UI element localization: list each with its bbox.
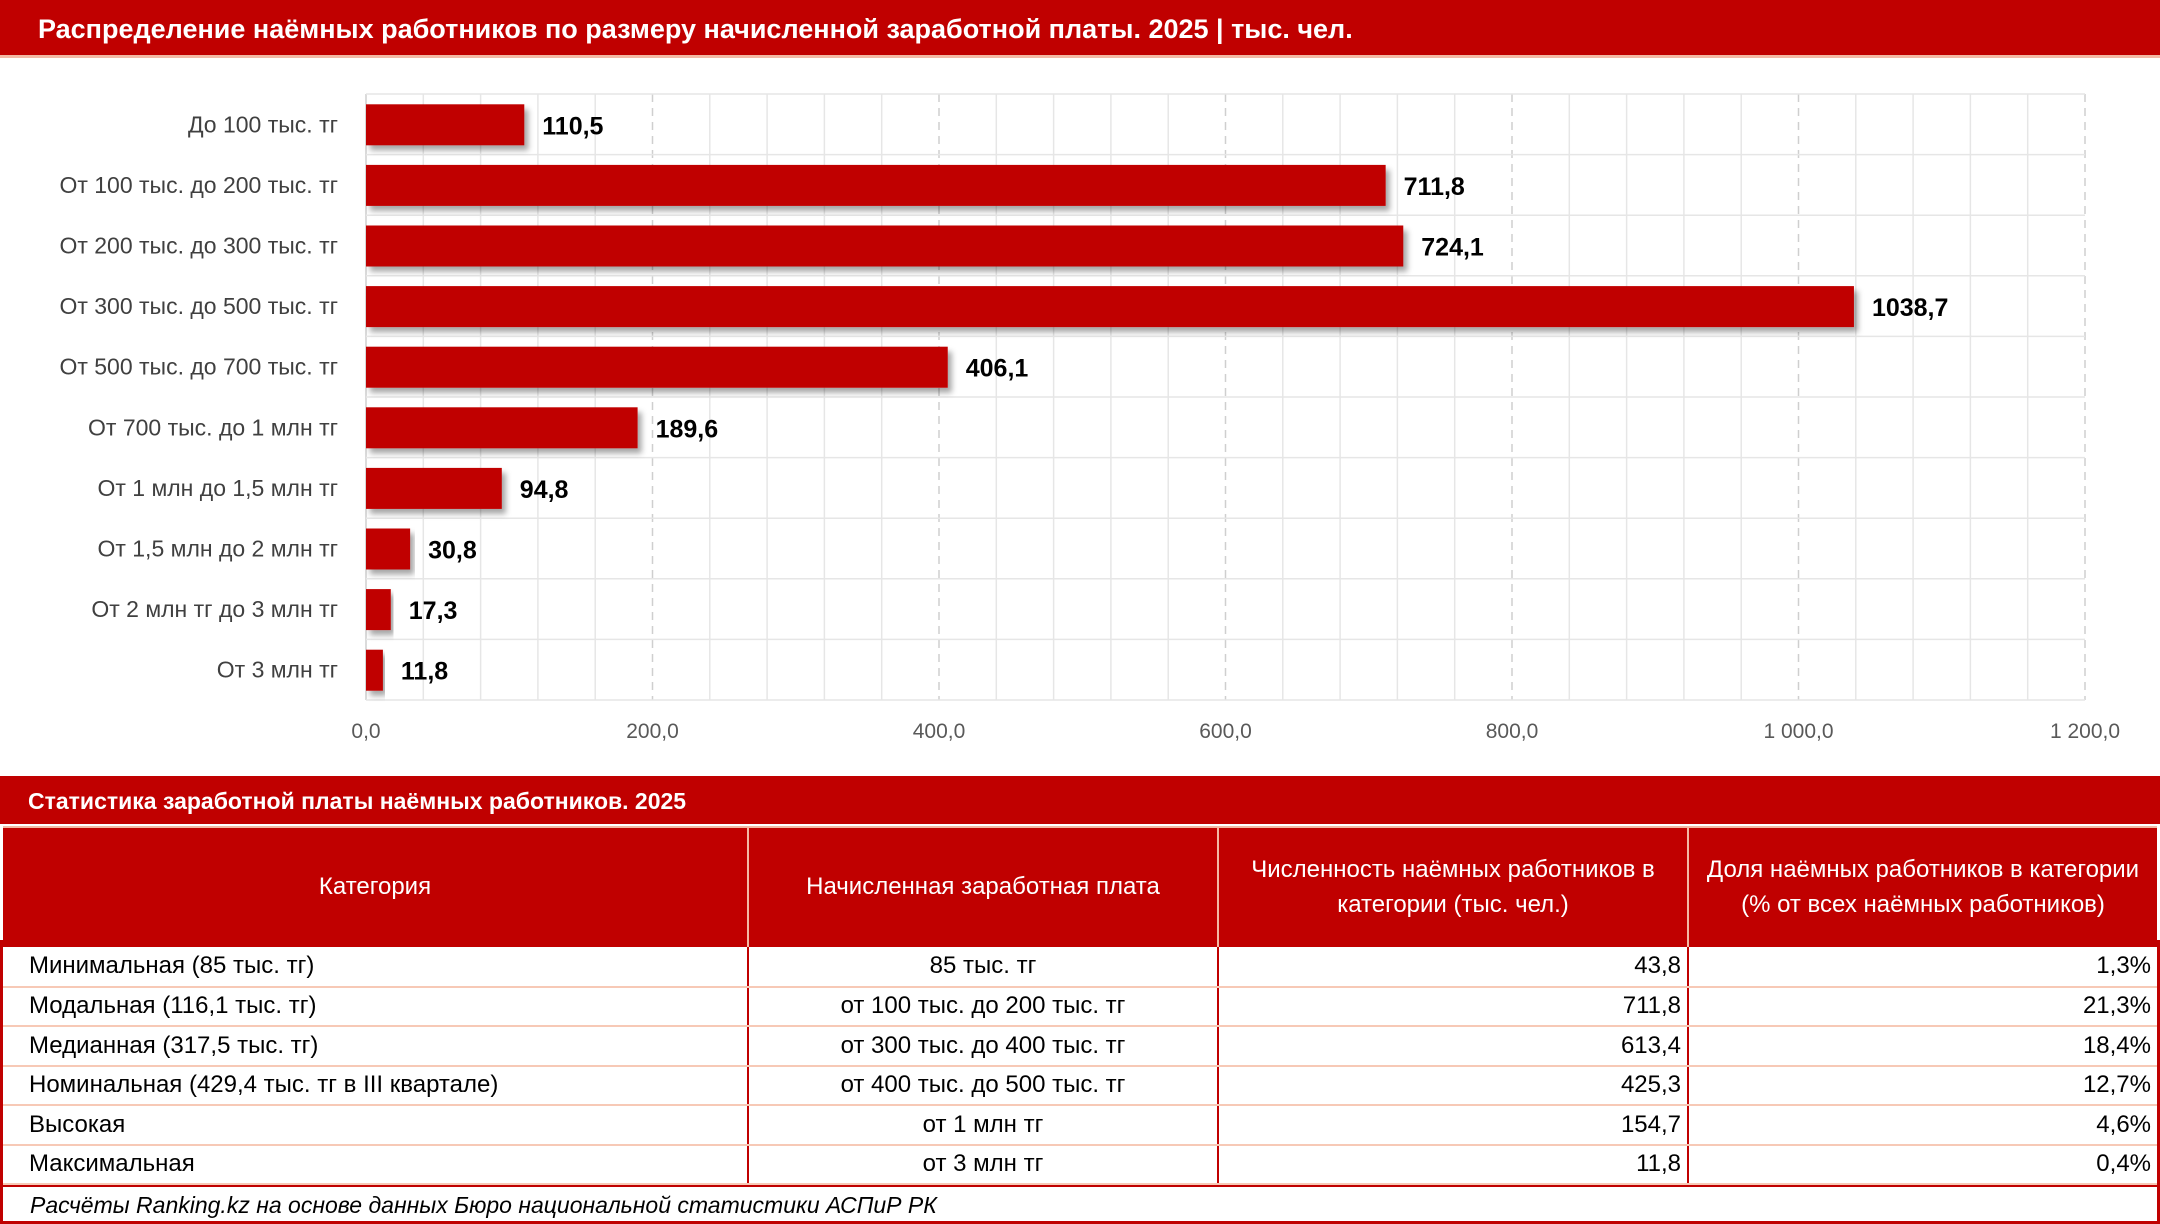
- y-category-label: От 1,5 млн до 2 млн тг: [97, 536, 338, 562]
- bar: [366, 164, 1386, 206]
- y-category-label: От 3 млн тг: [217, 657, 338, 683]
- table-cell: от 300 тыс. до 400 тыс. тг: [747, 1026, 1218, 1067]
- col-header: Начисленная заработная плата: [747, 826, 1218, 947]
- table-cell: 0,4%: [1687, 1144, 2157, 1185]
- table-cell: 85 тыс. тг: [747, 947, 1218, 988]
- table-cell: от 100 тыс. до 200 тыс. тг: [747, 986, 1218, 1027]
- table-cell: 43,8: [1217, 947, 1688, 988]
- table-cell: 12,7%: [1687, 1065, 2157, 1106]
- table-cell: Модальная (116,1 тыс. тг): [3, 986, 748, 1027]
- y-category-label: От 300 тыс. до 500 тыс. тг: [59, 293, 338, 319]
- table-border: [0, 940, 2160, 1224]
- table-row: Номинальная (429,4 тыс. тг в III квартал…: [3, 1065, 2157, 1106]
- chart-title: Распределение наёмных работников по разм…: [0, 0, 2160, 58]
- data-label: 17,3: [409, 597, 458, 625]
- y-category-label: От 200 тыс. до 300 тыс. тг: [59, 233, 338, 259]
- table-cell: Медианная (317,5 тыс. тг): [3, 1026, 748, 1067]
- bar: [366, 528, 411, 570]
- table-row: Высокая от 1 млн тг 154,7 4,6%: [3, 1105, 2157, 1146]
- table-cell: 1,3%: [1687, 947, 2157, 988]
- data-label: 30,8: [428, 537, 477, 565]
- table-cell: 711,8: [1217, 986, 1688, 1027]
- x-tick-label: 800,0: [1486, 720, 1539, 743]
- y-category-label: От 500 тыс. до 700 тыс. тг: [59, 354, 338, 380]
- y-category-label: От 1 млн до 1,5 млн тг: [97, 475, 338, 501]
- data-label: 406,1: [966, 355, 1029, 383]
- table-cell: 154,7: [1217, 1105, 1688, 1146]
- source-note: Расчёты Ranking.kz на основе данных Бюро…: [0, 1185, 2160, 1224]
- table-cell: Максимальная: [3, 1144, 748, 1185]
- data-label: 11,8: [401, 658, 448, 686]
- data-label: 1038,7: [1872, 294, 1948, 322]
- data-label: 189,6: [656, 415, 719, 443]
- table-row: Максимальная от 3 млн тг 11,8 0,4%: [3, 1144, 2157, 1185]
- x-tick-label: 400,0: [913, 720, 966, 743]
- x-tick-label: 1 000,0: [1763, 720, 1833, 743]
- bar: [366, 589, 391, 631]
- y-category-label: До 100 тыс. тг: [188, 111, 338, 137]
- table-cell: Высокая: [3, 1105, 748, 1146]
- table-cell: от 1 млн тг: [747, 1105, 1218, 1146]
- data-label: 711,8: [1404, 173, 1465, 201]
- table-row: Медианная (317,5 тыс. тг) от 300 тыс. до …: [3, 1026, 2157, 1067]
- table-cell: Номинальная (429,4 тыс. тг в III квартал…: [3, 1065, 748, 1106]
- table-cell: 425,3: [1217, 1065, 1688, 1106]
- x-tick-label: 600,0: [1199, 720, 1252, 743]
- table-cell: 4,6%: [1687, 1105, 2157, 1146]
- data-label: 110,5: [542, 112, 603, 140]
- bar: [366, 104, 525, 146]
- table-cell: от 400 тыс. до 500 тыс. тг: [747, 1065, 1218, 1106]
- table-row: Модальная (116,1 тыс. тг) от 100 тыс. до …: [3, 986, 2157, 1027]
- x-tick-label: 0,0: [351, 720, 380, 743]
- bar: [366, 225, 1404, 267]
- table-cell: 11,8: [1217, 1144, 1688, 1185]
- bar: [366, 467, 502, 509]
- table-cell: от 3 млн тг: [747, 1144, 1218, 1185]
- bar: [366, 649, 383, 691]
- table-cell: Минимальная (85 тыс. тг): [3, 947, 748, 988]
- x-tick-label: 1 200,0: [2050, 720, 2120, 743]
- bar: [366, 346, 948, 388]
- table-cell: 613,4: [1217, 1026, 1688, 1067]
- col-header: Категория: [3, 826, 748, 947]
- bar: [366, 286, 1854, 328]
- col-header: Численность наёмных работников в категор…: [1217, 826, 1688, 947]
- bar-chart: 0,0 200,0 400,0 600,0 800,0 1 000,0 1 200,0 До …: [59, 93, 2120, 743]
- y-category-label: От 100 тыс. до 200 тыс. тг: [59, 172, 338, 198]
- data-label: 94,8: [520, 476, 569, 504]
- bar: [366, 407, 638, 449]
- y-category-label: От 2 млн тг до 3 млн тг: [91, 596, 338, 622]
- table-row: Минимальная (85 тыс. тг) 85 тыс. тг 43,8 1,…: [3, 947, 2157, 988]
- stats-table: Категория Начисленная заработная плата Ч…: [3, 826, 2157, 1185]
- col-header: Доля наёмных работников в категории (% о…: [1687, 826, 2157, 947]
- data-label: 724,1: [1421, 234, 1484, 262]
- table-title: Статистика заработной платы наёмных рабо…: [0, 776, 2160, 824]
- y-category-label: От 700 тыс. до 1 млн тг: [88, 414, 338, 440]
- table-cell: 21,3%: [1687, 986, 2157, 1027]
- x-tick-label: 200,0: [626, 720, 679, 743]
- table-cell: 18,4%: [1687, 1026, 2157, 1067]
